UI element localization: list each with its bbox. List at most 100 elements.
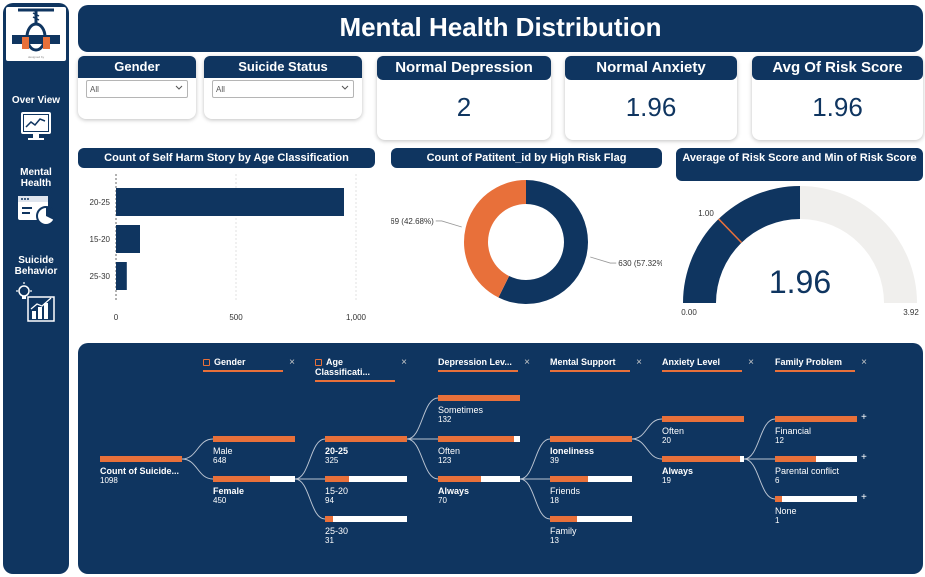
bar-x-tick: 0 [114,313,119,322]
tree-node-label: Financial [775,426,812,436]
tree-node[interactable]: Friends 18 [550,476,632,506]
tree-node-fill [213,476,270,482]
tree-node-bar [325,436,407,442]
tree-header-label: Mental Support [550,357,616,367]
tree-node-fill [438,476,481,482]
close-icon[interactable]: × [636,357,642,368]
donut-slice-1[interactable] [464,180,526,298]
tree-node-value: 94 [325,496,334,505]
tree-node[interactable]: Often 20 [662,416,744,446]
tree-node-fill [550,516,577,522]
suicide-status-dropdown-value: All [216,85,225,94]
tree-node-bar [100,456,182,462]
bar-category-label: 15-20 [90,235,111,244]
tree-node[interactable]: Financial 12 [775,416,857,446]
expand-plus-icon[interactable]: + [861,492,867,503]
bar-15-20[interactable] [116,225,140,253]
tree-node-bar [775,416,857,422]
tree-node-value: 6 [775,476,780,485]
expand-plus-icon[interactable]: + [861,412,867,423]
tree-node[interactable]: 25-30 31 [325,516,407,546]
tree-node-label: Sometimes [438,405,484,415]
gauge-target-marker [718,218,743,244]
tree-node[interactable]: 20-25 325 [325,436,407,466]
sidebar: designed by Over View Mental Health Suic… [3,3,69,574]
tree-node-label: Count of Suicide... [100,466,179,476]
tree-header-3[interactable]: Mental Support × [550,357,642,372]
tree-node-fill [100,456,182,462]
bar-20-25[interactable] [116,188,344,216]
tree-node-fill [550,436,632,442]
tree-connector [406,438,439,480]
tree-node[interactable]: Female 450 [213,476,295,506]
gender-slicer: Gender All [78,56,196,119]
tree-node[interactable]: Family 13 [550,516,632,546]
tree-node[interactable]: Male 648 [213,436,295,466]
tree-node-bar [662,456,744,462]
tree-node-fill [438,436,514,442]
gauge-chart: 1.00 1.96 0.00 3.92 [681,186,919,317]
close-icon[interactable]: × [401,357,407,368]
bar-category-label: 25-30 [90,272,111,281]
donut-chart: 630 (57.32%) 469 (42.68%) [391,180,662,304]
tree-node-bar [550,516,632,522]
kpi-avg-risk-score-title: Avg Of Risk Score [752,56,923,80]
tree-node[interactable]: loneliness 39 [550,436,632,466]
tree-node[interactable]: 15-20 94 [325,476,407,506]
gender-dropdown[interactable]: All [86,80,188,98]
bar-x-tick: 500 [229,313,243,322]
tree-node[interactable]: Sometimes 132 [438,395,520,425]
nav-mental-health[interactable]: Mental Health [3,167,69,227]
expand-plus-icon[interactable]: + [861,452,867,463]
tree-header-1[interactable]: Age Classificati... × [315,357,407,382]
tree-node-label: Male [213,446,233,456]
close-icon[interactable]: × [748,357,754,368]
suicide-status-dropdown[interactable]: All [212,80,354,98]
nav-overview[interactable]: Over View [3,95,69,144]
close-icon[interactable]: × [861,357,867,368]
tree-node-fill [775,496,782,502]
nav-suicide-behavior[interactable]: Suicide Behavior [3,255,69,325]
tree-node[interactable]: Parental conflict 6 [775,456,857,486]
tree-node-fill [775,416,857,422]
tree-node-bar [550,436,632,442]
nav-mental-health-label: Mental Health [20,167,52,189]
tree-connector [519,478,551,520]
tree-node[interactable]: Always 70 [438,476,520,506]
tree-header-5[interactable]: Family Problem × [775,357,867,372]
bar-25-30[interactable] [116,262,127,290]
tree-node-bar [550,476,632,482]
donut-slice-0[interactable] [498,180,588,304]
bar-chart-title: Count of Self Harm Story by Age Classifi… [78,148,375,168]
tree-connector [181,458,214,480]
close-icon[interactable]: × [524,357,530,368]
tree-node-fill [775,456,816,462]
donut-leader-line [435,220,462,228]
tree-node-fill [325,476,349,482]
tree-node[interactable]: Always 19 [662,456,744,486]
tree-node-label: Often [662,426,685,436]
tree-header-2[interactable]: Depression Lev... × [438,357,530,372]
suicide-status-slicer: Suicide Status All [204,56,362,119]
tree-node-fill [550,476,588,482]
tree-header-0[interactable]: Gender × [203,357,295,372]
close-icon[interactable]: × [289,357,295,368]
tree-connector [743,418,776,460]
tree-connectors [181,397,776,520]
tree-node-value: 325 [325,456,339,465]
tree-header-4[interactable]: Anxiety Level × [662,357,754,372]
tree-node-value: 123 [438,456,452,465]
tree-node[interactable]: None 1 [775,496,857,526]
kpi-avg-risk-score-value: 1.96 [812,92,863,122]
decomposition-tree: Gender × Age Classificati... × Depression Le… [78,343,923,574]
tree-node-bar [213,476,295,482]
lock-icon [203,359,210,366]
gender-dropdown-value: All [90,85,99,94]
tree-node-value: 31 [325,536,334,545]
page-title: Mental Health Distribution [78,5,923,52]
tree-root[interactable]: Count of Suicide... 1098 [100,456,182,486]
tree-connector [631,418,663,440]
tree-node[interactable]: Often 123 [438,436,520,466]
tree-connector [631,438,663,460]
kpi-normal-anxiety-title: Normal Anxiety [565,56,737,80]
